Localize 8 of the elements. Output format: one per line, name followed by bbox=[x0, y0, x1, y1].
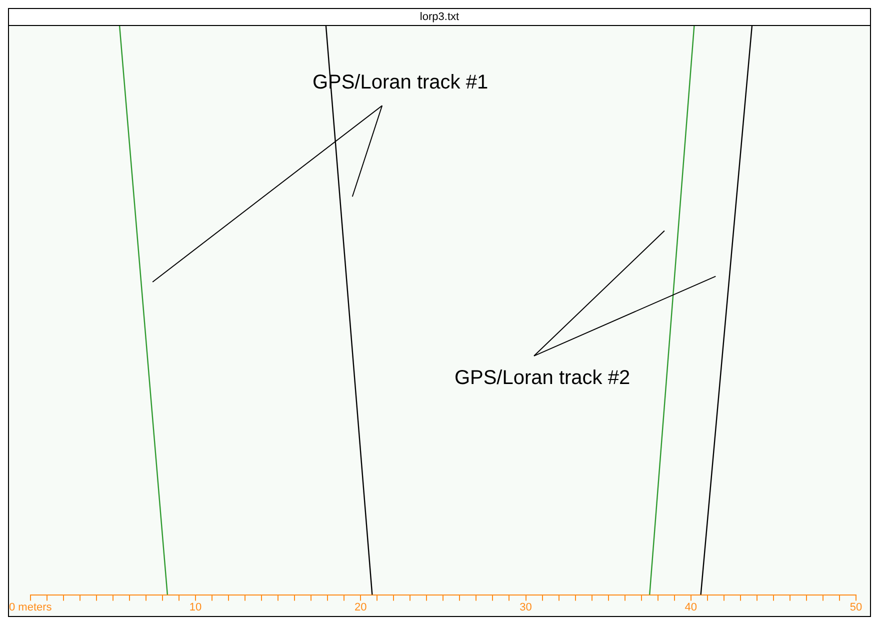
x-tick-label: 20 bbox=[354, 601, 367, 614]
x-tick-label: 30 bbox=[520, 601, 532, 614]
x-tick-label: 40 bbox=[684, 601, 698, 614]
x-tick-label: 0 meters bbox=[8, 601, 52, 614]
chart-title: lorp3.txt bbox=[9, 9, 870, 26]
annotation: GPS/Loran track #2 bbox=[454, 367, 630, 390]
x-tick-label: 50 bbox=[850, 601, 862, 614]
x-tick-label: 10 bbox=[189, 601, 202, 614]
